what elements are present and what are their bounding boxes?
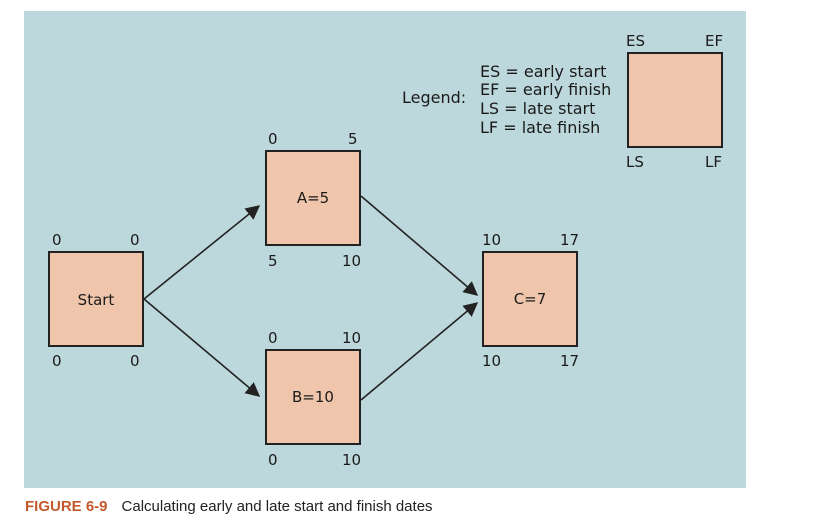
figure-number: FIGURE 6-9 [25,498,108,515]
node-start-label: Start [78,291,115,309]
node-start-box [48,251,144,347]
legend-corner-ef: EF [705,32,723,50]
node-c-lf: 17 [560,352,579,370]
node-start-es: 0 [52,231,62,249]
legend-corner-ls: LS [626,153,644,171]
node-c-ef: 17 [560,231,579,249]
node-a-lf: 10 [342,252,361,270]
legend: Legend: ES = early start EF = early fini… [402,32,723,171]
node-b-box [265,349,361,445]
legend-node-box [627,52,723,148]
node-start-lf: 0 [130,352,140,370]
figure-caption: FIGURE 6-9 Calculating early and late sta… [25,498,433,515]
node-a: A=5 0 5 5 10 [265,130,361,270]
node-c-es: 10 [482,231,501,249]
node-a-label: A=5 [297,189,329,207]
node-c-label: C=7 [514,290,547,308]
node-start-ef: 0 [130,231,140,249]
edge-b-c [360,302,479,401]
legend-line-lf: LF = late finish [480,118,600,137]
legend-line-ef: EF = early finish [480,80,611,99]
node-b: B=10 0 10 0 10 [265,329,361,469]
legend-line-ls: LS = late start [480,99,595,118]
node-c-ls: 10 [482,352,501,370]
edge-start-b [143,298,261,397]
node-b-ef: 10 [342,329,361,347]
node-a-box [265,150,361,246]
legend-corner-lf: LF [705,153,722,171]
node-a-ef: 5 [348,130,358,148]
node-start-ls: 0 [52,352,62,370]
node-start: Start 0 0 0 0 [48,231,144,370]
node-b-es: 0 [268,329,278,347]
node-b-lf: 10 [342,451,361,469]
edge-a-c [360,195,479,296]
node-b-label: B=10 [292,388,334,406]
node-a-ls: 5 [268,252,278,270]
figure-caption-text: Calculating early and late start and fin… [121,498,433,515]
node-b-ls: 0 [268,451,278,469]
diagram-panel [24,11,746,488]
legend-heading: Legend: [402,88,466,107]
node-c-box [482,251,578,347]
legend-corner-es: ES [626,32,645,50]
node-a-es: 0 [268,130,278,148]
node-c: C=7 10 17 10 17 [482,231,579,370]
legend-line-es: ES = early start [480,62,606,81]
edge-start-a [143,205,261,300]
